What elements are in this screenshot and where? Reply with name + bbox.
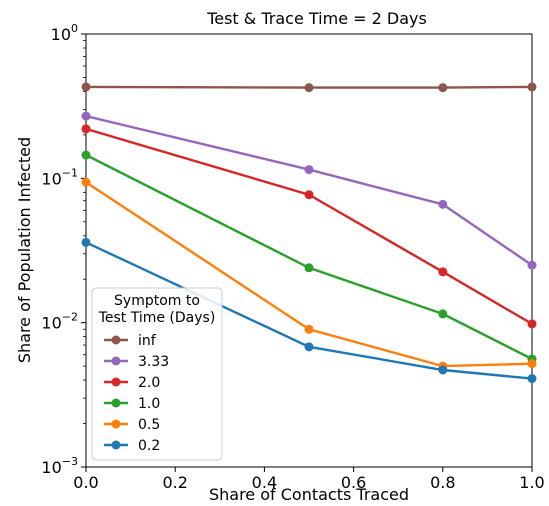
series-line: [85, 153, 533, 361]
legend-entry-label: 1.0: [138, 396, 160, 412]
data-point: [81, 111, 91, 121]
x-axis: 0.0 0.2 0.4 0.6 0.8 1.0: [73, 467, 545, 492]
chart-title: Test & Trace Time = 2 Days: [206, 9, 427, 28]
legend-entries: inf 3.33 2.0 1.0 0.5 0.2: [104, 333, 169, 454]
legend-box: [91, 287, 223, 461]
data-point: [304, 83, 314, 93]
legend: Symptom to Test Time (Days) inf 3.33 2.0 1.…: [91, 287, 223, 461]
legend-title-line1: Symptom to: [114, 293, 200, 309]
legend-entry-label: inf: [138, 333, 157, 349]
legend-entry-label: 0.5: [138, 417, 160, 433]
data-point: [81, 237, 91, 247]
data-point: [304, 165, 314, 175]
legend-swatch-marker: [111, 335, 121, 345]
data-point: [438, 267, 448, 277]
y-tick-label: 100: [51, 22, 78, 44]
legend-swatch-marker: [111, 419, 121, 429]
legend-swatch-marker: [111, 356, 121, 366]
y-tick-label: 10−1: [41, 166, 78, 188]
y-tick-label: 10−2: [41, 311, 78, 333]
data-point: [304, 190, 314, 200]
data-point: [81, 150, 91, 160]
data-point: [304, 324, 314, 334]
legend-swatch-marker: [111, 377, 121, 387]
x-tick-label: 0.0: [73, 473, 98, 492]
data-point: [438, 309, 448, 319]
series-line: [85, 114, 533, 267]
plot-frame: [85, 33, 533, 468]
data-point: [527, 82, 537, 92]
data-point: [527, 359, 537, 369]
x-tick-label: 0.8: [430, 473, 455, 492]
legend-title-line2: Test Time (Days): [98, 310, 216, 326]
legend-entry-label: 0.2: [138, 438, 160, 454]
x-tick-label: 0.6: [341, 473, 366, 492]
data-point: [527, 260, 537, 270]
series-layer: [81, 82, 537, 384]
legend-swatch-marker: [111, 440, 121, 450]
data-point: [438, 83, 448, 93]
series-line: [85, 85, 533, 89]
x-tick-label: 0.4: [252, 473, 277, 492]
data-point: [81, 177, 91, 187]
data-point: [81, 124, 91, 134]
x-axis-label: Share of Contacts Traced: [209, 485, 409, 504]
data-point: [438, 365, 448, 375]
legend-entry-label: 2.0: [138, 375, 160, 391]
y-axis-label: Share of Population Infected: [15, 137, 34, 363]
series-line: [85, 127, 533, 325]
legend-swatch-marker: [111, 398, 121, 408]
series-line: [85, 181, 533, 368]
data-point: [527, 319, 537, 329]
data-point: [527, 374, 537, 384]
data-point: [81, 82, 91, 92]
data-point: [438, 199, 448, 209]
x-tick-label: 0.2: [162, 473, 187, 492]
x-tick-label: 1.0: [519, 473, 544, 492]
legend-entry-label: 3.33: [138, 354, 169, 370]
data-point: [304, 342, 314, 352]
data-point: [304, 263, 314, 273]
